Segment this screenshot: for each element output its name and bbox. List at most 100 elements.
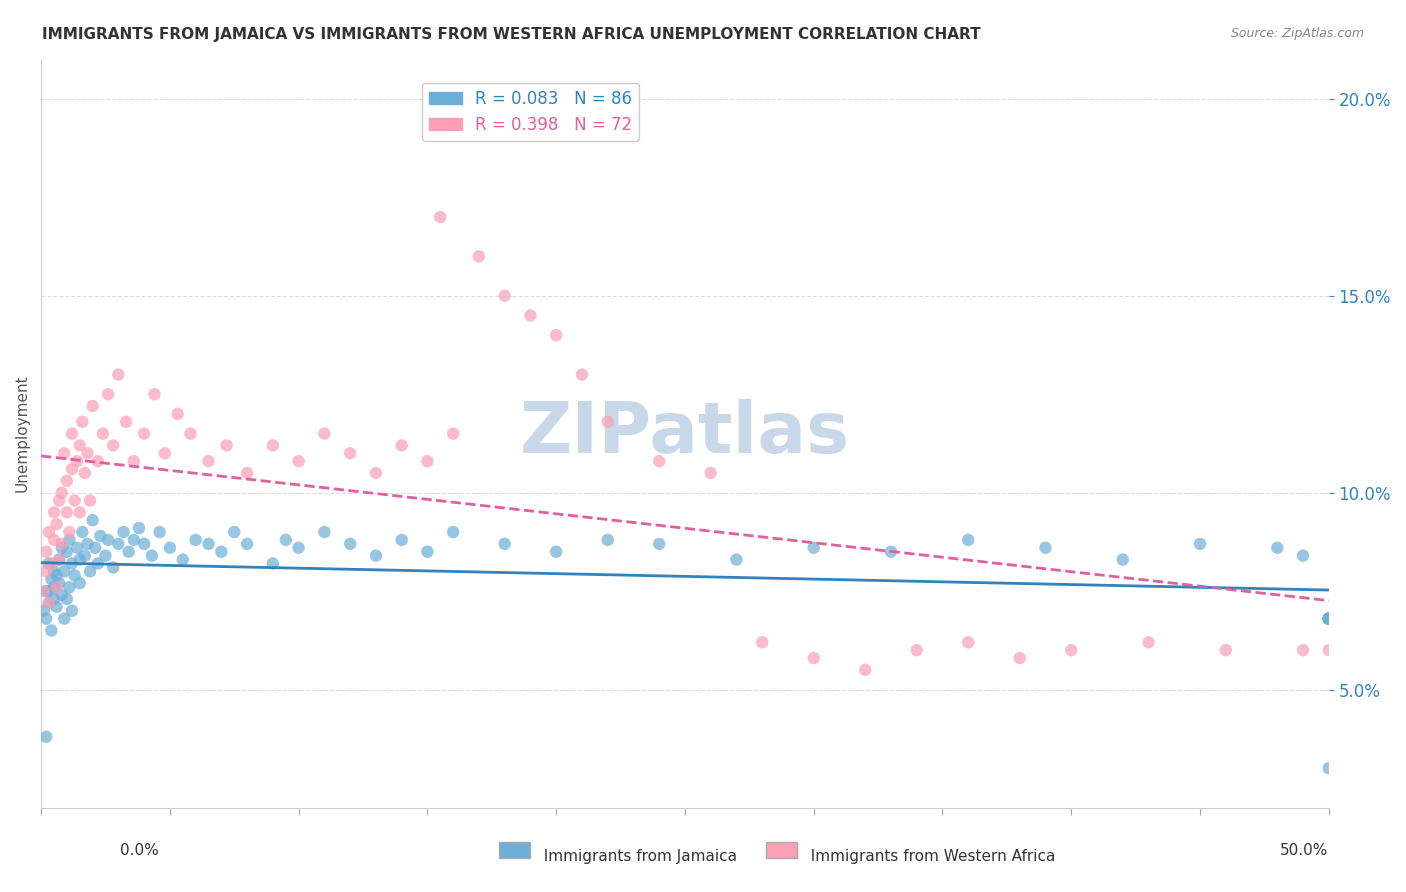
Immigrants from Jamaica: [107, 537, 129, 551]
Immigrants from Western Africa: [35, 565, 58, 579]
Immigrants from Western Africa: [1008, 651, 1031, 665]
Immigrants from Jamaica: [1317, 612, 1340, 626]
Immigrants from Jamaica: [58, 533, 80, 547]
Immigrants from Jamaica: [45, 599, 67, 614]
Immigrants from Western Africa: [905, 643, 928, 657]
Immigrants from Western Africa: [494, 289, 516, 303]
Immigrants from Western Africa: [546, 328, 568, 343]
Legend: R = 0.083   N = 86, R = 0.398   N = 72: R = 0.083 N = 86, R = 0.398 N = 72: [422, 83, 638, 141]
Immigrants from Jamaica: [1317, 612, 1340, 626]
Text: Immigrants from Jamaica: Immigrants from Jamaica: [534, 849, 737, 864]
Immigrants from Jamaica: [339, 537, 361, 551]
Immigrants from Jamaica: [1317, 612, 1340, 626]
Immigrants from Western Africa: [115, 415, 138, 429]
Immigrants from Western Africa: [63, 493, 86, 508]
Immigrants from Jamaica: [1317, 612, 1340, 626]
Immigrants from Jamaica: [42, 580, 65, 594]
Immigrants from Jamaica: [1035, 541, 1057, 555]
Immigrants from Western Africa: [45, 517, 67, 532]
Immigrants from Jamaica: [880, 545, 903, 559]
Immigrants from Western Africa: [58, 524, 80, 539]
Immigrants from Western Africa: [97, 387, 120, 401]
Immigrants from Jamaica: [69, 552, 91, 566]
Immigrants from Jamaica: [87, 557, 110, 571]
Immigrants from Western Africa: [69, 505, 91, 519]
Immigrants from Jamaica: [1265, 541, 1288, 555]
Immigrants from Western Africa: [79, 493, 101, 508]
Text: Source: ZipAtlas.com: Source: ZipAtlas.com: [1230, 27, 1364, 40]
Immigrants from Jamaica: [56, 591, 79, 606]
Immigrants from Western Africa: [73, 466, 96, 480]
Immigrants from Western Africa: [339, 446, 361, 460]
Immigrants from Jamaica: [69, 576, 91, 591]
Immigrants from Jamaica: [1292, 549, 1315, 563]
Immigrants from Jamaica: [1317, 612, 1340, 626]
Immigrants from Jamaica: [76, 537, 98, 551]
Immigrants from Western Africa: [60, 426, 83, 441]
Immigrants from Jamaica: [42, 591, 65, 606]
Immigrants from Jamaica: [89, 529, 111, 543]
Immigrants from Western Africa: [103, 438, 125, 452]
Immigrants from Jamaica: [72, 524, 94, 539]
Immigrants from Jamaica: [38, 584, 60, 599]
Immigrants from Jamaica: [53, 612, 76, 626]
Immigrants from Jamaica: [51, 588, 73, 602]
Immigrants from Western Africa: [51, 537, 73, 551]
Immigrants from Western Africa: [51, 485, 73, 500]
Immigrants from Western Africa: [143, 387, 166, 401]
Immigrants from Western Africa: [853, 663, 876, 677]
Immigrants from Western Africa: [53, 446, 76, 460]
Immigrants from Jamaica: [97, 533, 120, 547]
Immigrants from Jamaica: [35, 612, 58, 626]
Immigrants from Western Africa: [48, 493, 70, 508]
Immigrants from Jamaica: [596, 533, 619, 547]
Immigrants from Western Africa: [441, 426, 464, 441]
Immigrants from Jamaica: [103, 560, 125, 574]
Immigrants from Jamaica: [66, 541, 89, 555]
Immigrants from Western Africa: [287, 454, 309, 468]
Text: ZIPatlas: ZIPatlas: [520, 399, 851, 468]
Text: IMMIGRANTS FROM JAMAICA VS IMMIGRANTS FROM WESTERN AFRICA UNEMPLOYMENT CORRELATI: IMMIGRANTS FROM JAMAICA VS IMMIGRANTS FR…: [42, 27, 981, 42]
Immigrants from Western Africa: [391, 438, 413, 452]
Immigrants from Jamaica: [41, 572, 63, 586]
Immigrants from Western Africa: [429, 210, 451, 224]
Immigrants from Western Africa: [699, 466, 721, 480]
Text: 0.0%: 0.0%: [120, 843, 159, 858]
Immigrants from Jamaica: [122, 533, 145, 547]
Immigrants from Jamaica: [45, 568, 67, 582]
Immigrants from Western Africa: [122, 454, 145, 468]
Immigrants from Western Africa: [66, 454, 89, 468]
Immigrants from Jamaica: [287, 541, 309, 555]
Immigrants from Jamaica: [274, 533, 297, 547]
Immigrants from Jamaica: [957, 533, 980, 547]
Immigrants from Western Africa: [56, 505, 79, 519]
Immigrants from Jamaica: [364, 549, 387, 563]
Immigrants from Western Africa: [60, 462, 83, 476]
Immigrants from Western Africa: [134, 426, 156, 441]
Immigrants from Western Africa: [262, 438, 284, 452]
Immigrants from Western Africa: [32, 584, 55, 599]
Immigrants from Jamaica: [546, 545, 568, 559]
Immigrants from Jamaica: [1188, 537, 1211, 551]
Immigrants from Jamaica: [51, 541, 73, 555]
Immigrants from Western Africa: [751, 635, 773, 649]
Immigrants from Jamaica: [141, 549, 163, 563]
Immigrants from Western Africa: [179, 426, 201, 441]
Immigrants from Jamaica: [134, 537, 156, 551]
Immigrants from Jamaica: [48, 552, 70, 566]
Immigrants from Western Africa: [41, 557, 63, 571]
Immigrants from Western Africa: [48, 552, 70, 566]
Immigrants from Jamaica: [112, 524, 135, 539]
Immigrants from Jamaica: [391, 533, 413, 547]
Immigrants from Jamaica: [159, 541, 181, 555]
Immigrants from Western Africa: [1292, 643, 1315, 657]
Immigrants from Western Africa: [215, 438, 238, 452]
Immigrants from Jamaica: [63, 568, 86, 582]
Immigrants from Western Africa: [648, 454, 671, 468]
Immigrants from Western Africa: [72, 415, 94, 429]
Immigrants from Western Africa: [153, 446, 176, 460]
Immigrants from Jamaica: [148, 524, 170, 539]
Text: Immigrants from Western Africa: Immigrants from Western Africa: [801, 849, 1056, 864]
Immigrants from Jamaica: [60, 604, 83, 618]
Immigrants from Jamaica: [236, 537, 259, 551]
